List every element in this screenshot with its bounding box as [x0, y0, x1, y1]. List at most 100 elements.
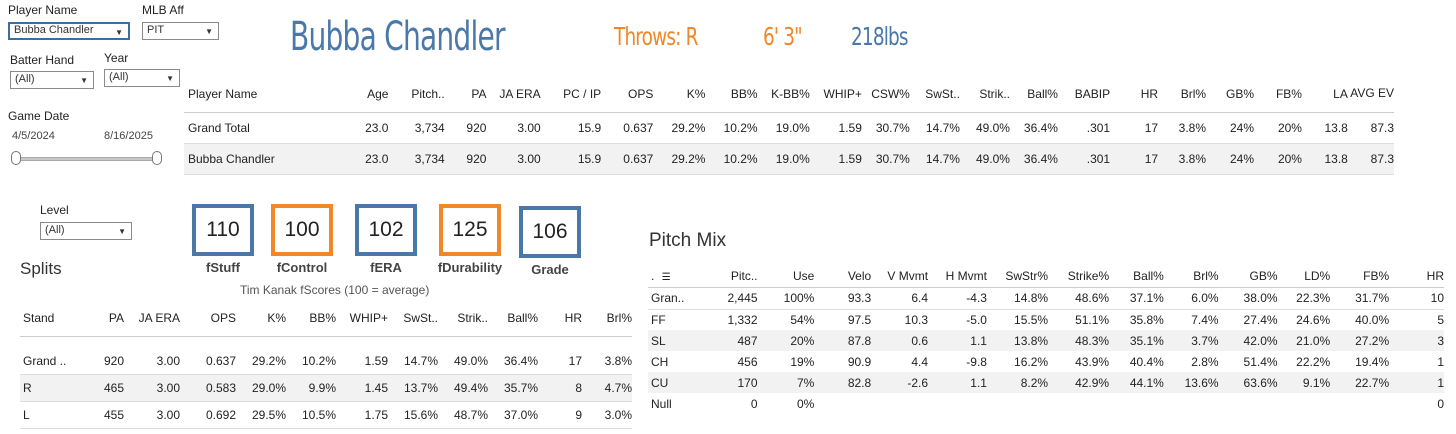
col-header[interactable]: JA ERA — [499, 86, 541, 101]
col-header[interactable]: Pitch.. — [411, 86, 445, 101]
col-header[interactable]: BB% — [309, 310, 336, 325]
col-header[interactable]: Ball% — [1133, 268, 1164, 283]
table-cell — [1164, 393, 1219, 414]
table-cell — [1109, 393, 1164, 414]
col-header[interactable]: BB% — [730, 86, 758, 101]
table-cell: 8.2% — [1020, 375, 1049, 390]
col-header[interactable]: K-BB% — [771, 86, 810, 101]
table-cell: CU — [651, 375, 669, 390]
date-range-slider-track[interactable] — [16, 157, 158, 161]
col-header[interactable]: LA — [1333, 86, 1348, 101]
fscores-caption: Tim Kanak fScores (100 = average) — [240, 283, 430, 297]
col-header[interactable]: Use — [793, 268, 815, 283]
mlb-aff-label: MLB Aff — [142, 3, 184, 17]
col-header[interactable]: HR — [564, 310, 582, 325]
col-header[interactable]: CSW% — [871, 86, 910, 101]
table-cell: 5 — [1437, 312, 1444, 327]
col-header[interactable]: Strike% — [1067, 268, 1110, 283]
col-header[interactable]: Strik.. — [457, 310, 488, 325]
table-row: FF 1,332 54% 97.5 10.3 -5.0 15.5% 51.1% … — [648, 309, 1444, 330]
table-cell: 0.637 — [623, 151, 654, 166]
table-cell: 0.637 — [205, 353, 236, 368]
table-cell: 20% — [1277, 120, 1302, 135]
table-cell: 13.8 — [1324, 120, 1348, 135]
col-header[interactable]: PC / IP — [563, 86, 602, 101]
table-cell: 8 — [575, 380, 582, 395]
col-header[interactable]: Brl% — [1180, 86, 1207, 101]
table-cell: 14.8% — [1014, 291, 1049, 305]
col-header[interactable]: SwSt.. — [403, 310, 438, 325]
col-header[interactable]: Ball% — [1027, 86, 1058, 101]
col-header[interactable]: HR — [1426, 268, 1444, 283]
col-header[interactable]: OPS — [210, 310, 236, 325]
col-header[interactable]: WHIP+ — [823, 86, 862, 101]
col-header[interactable]: OPS — [627, 86, 654, 101]
mlb-aff-select[interactable]: PIT ▼ — [142, 22, 219, 40]
sort-header[interactable]: . ☰ — [648, 265, 703, 287]
col-header[interactable]: SwSt.. — [925, 86, 960, 101]
table-cell: 24% — [1229, 151, 1254, 166]
col-header[interactable]: H Mvmt — [945, 268, 987, 283]
table-cell: 37.1% — [1129, 291, 1164, 305]
col-header[interactable]: V Mvmt — [887, 268, 929, 283]
table-cell: 17 — [1144, 151, 1159, 166]
table-cell: 170 — [737, 375, 758, 390]
col-header[interactable]: FB% — [1363, 268, 1390, 283]
table-cell: 19% — [790, 354, 815, 369]
player-name-select[interactable]: Bubba Chandler ▼ — [8, 22, 130, 40]
col-header[interactable]: BABIP — [1074, 86, 1111, 101]
height-text: 6' 3" — [763, 22, 803, 51]
col-header[interactable]: SwStr% — [1005, 268, 1049, 283]
sort-icon[interactable]: ☰ — [661, 271, 671, 283]
weight-text: 218lbs — [851, 22, 909, 51]
col-header[interactable]: PA — [108, 310, 124, 325]
col-header[interactable]: Player Name — [188, 86, 258, 101]
col-header[interactable]: GB% — [1249, 268, 1278, 283]
table-cell: 9.9% — [308, 380, 336, 395]
fdurability-label: fDurability — [437, 260, 503, 275]
chevron-down-icon: ▼ — [166, 74, 174, 83]
date-range-start-handle[interactable] — [11, 151, 21, 165]
col-header[interactable]: GB% — [1225, 86, 1254, 101]
pitch-mix-title: Pitch Mix — [649, 230, 727, 251]
table-cell: CH — [651, 354, 669, 369]
fera-score-value: 102 — [368, 218, 404, 241]
table-cell: 3.00 — [156, 407, 180, 422]
col-header[interactable]: AVG EV — [1350, 86, 1394, 101]
col-header[interactable]: K% — [267, 310, 286, 325]
col-header[interactable]: Age — [367, 86, 389, 101]
col-header[interactable]: Stand — [23, 310, 55, 325]
col-header[interactable]: Velo — [847, 268, 872, 283]
col-header[interactable]: Brl% — [1193, 268, 1219, 283]
table-cell: 3.0% — [604, 407, 632, 422]
col-header[interactable]: JA ERA — [138, 310, 180, 325]
table-cell: 9.1% — [1302, 375, 1331, 390]
game-date-start: 4/5/2024 — [12, 130, 55, 142]
col-header[interactable]: Pitc.. — [730, 268, 758, 283]
col-header[interactable]: Ball% — [507, 310, 538, 325]
table-cell: 487 — [737, 333, 758, 348]
table-cell: R — [23, 380, 32, 395]
level-value: (All) — [45, 224, 65, 236]
col-header[interactable]: HR — [1140, 86, 1159, 101]
col-header[interactable]: FB% — [1275, 86, 1302, 101]
table-cell: 36.4% — [1023, 151, 1058, 166]
table-cell: 37.0% — [503, 407, 538, 422]
col-header[interactable]: Strik.. — [979, 86, 1010, 101]
level-select[interactable]: (All) ▼ — [40, 222, 132, 240]
table-cell: 15.5% — [1014, 312, 1049, 327]
table-cell: Grand .. — [23, 353, 67, 368]
col-header[interactable]: Brl% — [606, 310, 632, 325]
table-cell: 3.7% — [1191, 333, 1219, 348]
batter-hand-select[interactable]: (All) ▼ — [10, 71, 94, 89]
table-cell: 29.5% — [251, 407, 286, 422]
col-header[interactable]: PA — [471, 86, 487, 101]
year-select[interactable]: (All) ▼ — [104, 69, 180, 87]
table-cell: Grand Total — [188, 120, 250, 135]
date-range-end-handle[interactable] — [152, 151, 162, 165]
col-header[interactable]: K% — [686, 86, 706, 101]
col-header[interactable]: LD% — [1304, 268, 1331, 283]
table-cell: 0 — [750, 396, 758, 411]
summary-header-row: Player Name Age Pitch.. PA JA ERA PC / I… — [184, 76, 1394, 112]
col-header[interactable]: WHIP+ — [349, 310, 388, 325]
